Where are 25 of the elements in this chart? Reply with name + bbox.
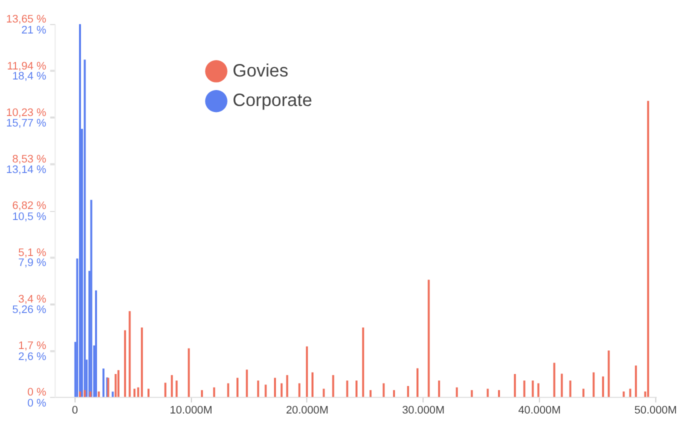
- x-tick-label: 50.000M: [634, 404, 677, 416]
- y2-tick-label: 18,4 %: [12, 70, 47, 83]
- y-tick-label: 13,65 %: [6, 14, 47, 26]
- y-tick-label: 0 %: [27, 386, 47, 398]
- y2-tick-label: 10,5 %: [12, 210, 47, 223]
- y-tick-label: 11,94 %: [6, 60, 47, 72]
- y-tick-label: 1,7 %: [18, 340, 47, 352]
- y2-tick-label: 5,26 %: [12, 304, 47, 316]
- x-tick-label: 10.000M: [170, 404, 212, 416]
- x-tick-label: 40.000M: [518, 404, 561, 416]
- legend-label: Corporate: [232, 90, 312, 110]
- y2-tick-label: 21 %: [21, 24, 47, 37]
- y-tick-label: 5,1 %: [18, 247, 47, 260]
- y2-tick-label: 15,77 %: [6, 117, 47, 130]
- y2-tick-label: 13,14 %: [6, 164, 47, 176]
- legend-label: Govies: [232, 60, 288, 80]
- y-tick-label: 10,23 %: [6, 106, 47, 119]
- x-tick-label: 30.000M: [402, 404, 445, 416]
- y-tick-label: 3,4 %: [18, 294, 47, 306]
- y-tick-label: 6,82 %: [12, 200, 47, 212]
- x-tick-label: 0: [72, 404, 78, 416]
- y2-tick-label: 7,9 %: [18, 257, 47, 270]
- x-tick-label: 20.000M: [286, 404, 328, 416]
- y-tick-label: 8,53 %: [12, 153, 47, 166]
- y2-tick-label: 2,6 %: [18, 351, 47, 364]
